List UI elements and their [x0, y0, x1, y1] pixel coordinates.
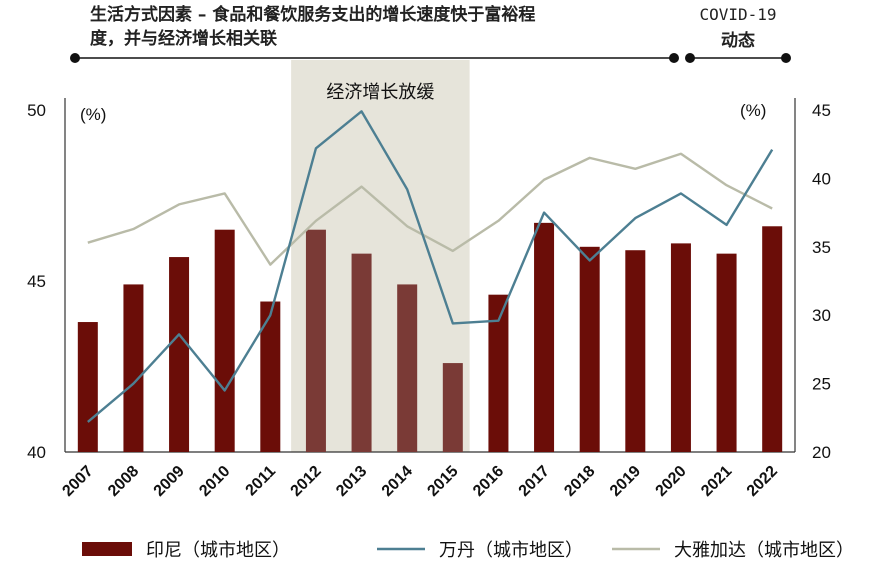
bar-2010 [214, 229, 235, 452]
left-tick-label: 50 [27, 101, 46, 120]
x-tick-label: 2012 [288, 463, 325, 500]
right-tick-label: 45 [812, 101, 831, 120]
bar-2008 [123, 284, 144, 452]
series-line-1 [87, 152, 773, 266]
legend-label: 万丹（城市地区） [439, 540, 583, 561]
x-tick-label: 2021 [698, 463, 735, 500]
left-axis-unit: (%) [80, 105, 106, 124]
x-tick-label: 2016 [470, 463, 507, 500]
bar-2011 [260, 301, 281, 452]
covid-label-line2: 动态 [721, 30, 755, 51]
bar-2018 [579, 246, 600, 452]
x-tick-label: 2014 [379, 463, 416, 500]
x-tick-label: 2007 [59, 463, 96, 500]
series-line-2 [87, 110, 774, 423]
legend-label: 印尼（城市地区） [146, 540, 290, 561]
right-tick-label: 40 [812, 169, 831, 188]
bar-2015 [442, 363, 463, 452]
header-divider-dot [70, 53, 80, 63]
covid-label-line1: COVID-19 [699, 5, 776, 24]
bar-2013 [351, 253, 372, 452]
bar-2012 [305, 229, 326, 452]
x-tick-label: 2010 [196, 463, 233, 500]
right-tick-label: 25 [812, 375, 831, 394]
left-tick-label: 45 [27, 272, 46, 291]
legend: 印尼（城市地区） 万丹（城市地区） 大雅加达（城市地区） [82, 540, 854, 561]
bar-2007 [77, 322, 98, 452]
x-tick-label: 2020 [653, 463, 690, 500]
bar-2022 [762, 226, 783, 452]
x-tick-label: 2013 [333, 463, 370, 500]
bar-2019 [625, 250, 646, 452]
legend-swatch-bar [82, 542, 132, 556]
x-tick-label: 2022 [744, 463, 781, 500]
header-divider-dot [781, 53, 791, 63]
header-divider-dot [685, 53, 695, 63]
bar-2021 [716, 253, 737, 452]
header-divider-dot [669, 53, 679, 63]
x-tick-label: 2018 [561, 463, 598, 500]
x-tick-label: 2011 [243, 463, 280, 500]
chart-title-line2: 度，并与经济增长相关联 [90, 28, 277, 49]
left-tick-label: 40 [27, 443, 46, 462]
right-axis-unit: (%) [740, 101, 766, 120]
x-tick-label: 2009 [151, 463, 188, 500]
slowdown-label: 经济增长放缓 [326, 82, 434, 103]
right-tick-label: 35 [812, 238, 831, 257]
chart-title-line1: 生活方式因素 – 食品和餐饮服务支出的增长速度快于富裕程 [90, 4, 535, 25]
bar-2020 [670, 243, 691, 452]
x-tick-label: 2015 [424, 463, 461, 500]
right-tick-label: 30 [812, 306, 831, 325]
right-tick-label: 20 [812, 443, 831, 462]
bar-2014 [397, 284, 418, 452]
x-tick-label: 2019 [607, 463, 644, 500]
legend-label: 大雅加达（城市地区） [674, 540, 854, 561]
bar-2009 [169, 257, 190, 452]
bar-2016 [488, 294, 509, 452]
x-tick-label: 2017 [516, 463, 553, 500]
bar-2017 [534, 222, 555, 452]
x-tick-label: 2008 [105, 463, 142, 500]
